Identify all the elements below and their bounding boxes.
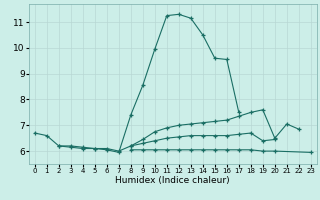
X-axis label: Humidex (Indice chaleur): Humidex (Indice chaleur) xyxy=(116,176,230,185)
